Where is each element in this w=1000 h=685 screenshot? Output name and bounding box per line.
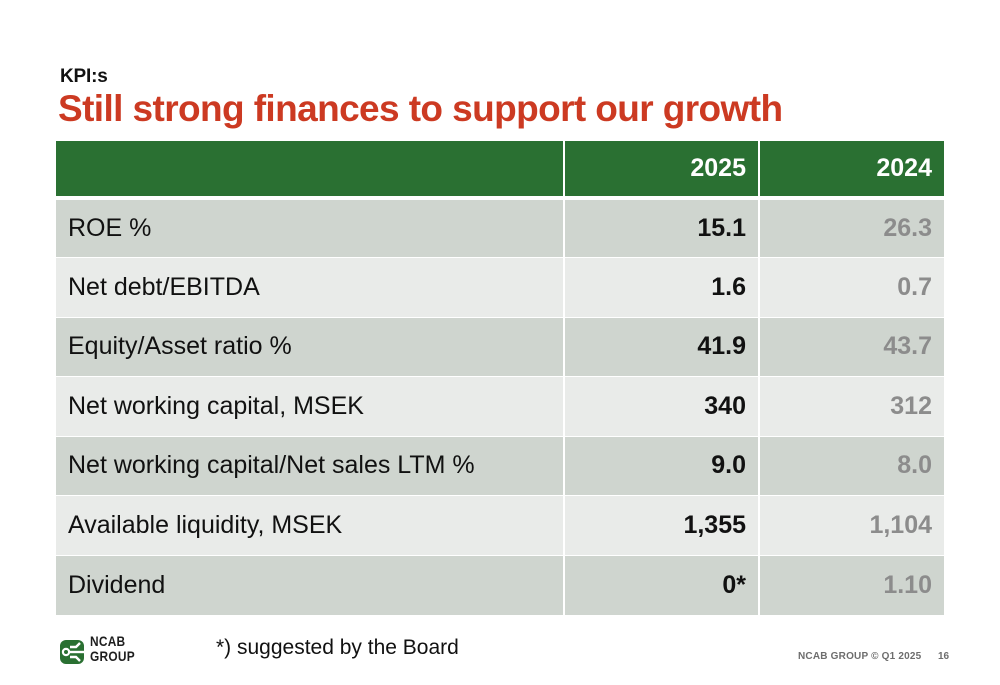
row-label: Equity/Asset ratio %: [56, 316, 564, 377]
section-kicker: KPI:s: [60, 66, 108, 87]
logo-line-2: GROUP: [90, 648, 135, 664]
row-label: Net working capital/Net sales LTM %: [56, 435, 564, 496]
footnote: *) suggested by the Board: [216, 636, 459, 659]
table-row: Available liquidity, MSEK 1,355 1,104: [56, 495, 944, 555]
table-row: ROE % 15.1 26.3: [56, 197, 944, 258]
logo-line-1: NCAB: [90, 633, 126, 649]
circuit-icon: [60, 640, 84, 664]
table-row: Net debt/EBITDA 1.6 0.7: [56, 257, 944, 317]
table-header-row: 2025 2024: [56, 141, 944, 200]
row-label: Dividend: [56, 554, 564, 615]
column-header-2025: 2025: [563, 141, 759, 200]
row-label: ROE %: [56, 197, 564, 258]
page-title: Still strong finances to support our gro…: [58, 88, 783, 129]
value-2025: 1.6: [563, 257, 759, 317]
value-2024: 1.10: [758, 554, 944, 615]
value-2024: 26.3: [758, 197, 944, 258]
table-row: Net working capital, MSEK 340 312: [56, 376, 944, 436]
value-2025: 15.1: [563, 197, 759, 258]
value-2025: 1,355: [563, 495, 759, 555]
value-2025: 0*: [563, 554, 759, 615]
value-2025: 9.0: [563, 435, 759, 496]
page-number: 16: [938, 651, 950, 662]
table-row: Net working capital/Net sales LTM % 9.0 …: [56, 435, 944, 496]
value-2024: 312: [758, 376, 944, 436]
column-header-label: [56, 141, 564, 200]
kpi-table: 2025 2024 ROE % 15.1 26.3 Net debt/EBITD…: [56, 141, 944, 615]
table-row: Dividend 0* 1.10: [56, 554, 944, 615]
ncab-logo: NCAB GROUP: [58, 634, 140, 670]
value-2025: 340: [563, 376, 759, 436]
row-label: Net debt/EBITDA: [56, 257, 564, 317]
row-label: Available liquidity, MSEK: [56, 495, 564, 555]
column-header-2024: 2024: [758, 141, 944, 200]
value-2025: 41.9: [563, 316, 759, 377]
table-row: Equity/Asset ratio % 41.9 43.7: [56, 316, 944, 377]
value-2024: 43.7: [758, 316, 944, 377]
row-label: Net working capital, MSEK: [56, 376, 564, 436]
value-2024: 8.0: [758, 435, 944, 496]
value-2024: 0.7: [758, 257, 944, 317]
footer-meta: NCAB GROUP © Q1 2025: [798, 651, 922, 662]
value-2024: 1,104: [758, 495, 944, 555]
